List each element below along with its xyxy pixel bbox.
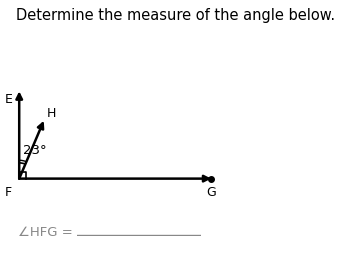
Text: 23°: 23° [23, 144, 46, 157]
Text: G: G [207, 187, 216, 199]
Text: ∠HFG =: ∠HFG = [18, 226, 77, 239]
Text: E: E [4, 93, 12, 106]
Text: F: F [5, 186, 12, 199]
Text: Determine the measure of the angle below.: Determine the measure of the angle below… [17, 8, 335, 23]
Text: H: H [46, 107, 56, 120]
